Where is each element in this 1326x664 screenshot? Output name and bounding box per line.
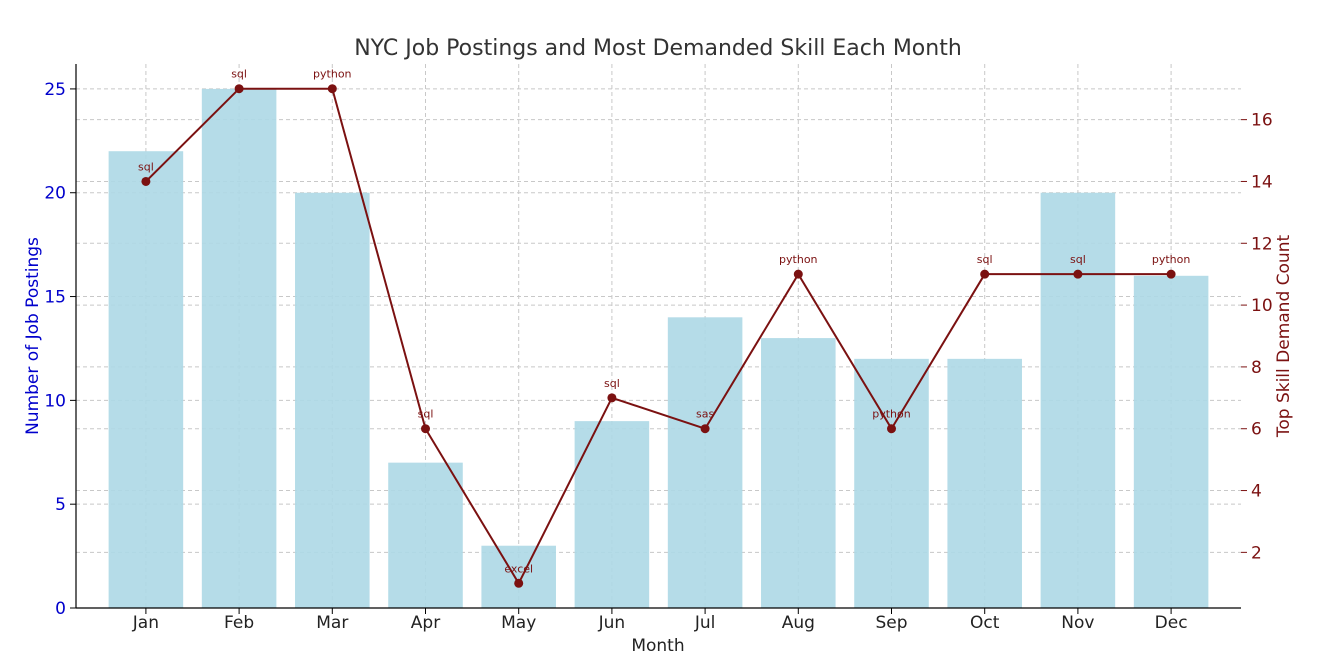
skill-point [607, 393, 617, 403]
bar-series [108, 88, 1209, 609]
skill-point [234, 84, 244, 94]
right-tick-label: 12 [1251, 234, 1273, 254]
bar [108, 151, 184, 608]
skill-point [700, 424, 710, 434]
skill-line [145, 87, 1172, 586]
x-tick-label: Jan [132, 613, 159, 633]
axes: 0 5 10 15 20 25 2 4 6 8 10 12 14 16 Jan Feb Mar Apr May Jun… [44, 64, 1273, 633]
skill-point [1166, 269, 1176, 279]
x-tick-label: Nov [1061, 613, 1094, 633]
bar [761, 338, 836, 608]
right-tick-label: 2 [1251, 543, 1262, 563]
x-tick-label: Sep [875, 613, 907, 633]
bar [854, 358, 929, 608]
skill-label: sql [604, 377, 620, 390]
skill-label: python [872, 408, 911, 421]
bar [1133, 275, 1209, 608]
line-series: sql sql python sql excel sql sas python python sq… [138, 68, 1190, 588]
grid [76, 64, 1241, 609]
skill-point [793, 269, 803, 279]
x-tick-label: Dec [1155, 613, 1188, 633]
right-tick-label: 10 [1251, 296, 1273, 316]
chart-title: NYC Job Postings and Most Demanded Skill… [354, 36, 962, 61]
x-tick-label: Apr [411, 613, 440, 633]
bar [667, 317, 743, 608]
x-tick-label: Mar [316, 613, 348, 633]
skill-point [421, 424, 430, 434]
bar [201, 88, 277, 609]
skill-point [327, 84, 337, 94]
bar [1040, 192, 1116, 608]
x-axis-label: Month [631, 636, 684, 656]
left-tick-label: 25 [44, 80, 66, 100]
x-tick-label: May [501, 613, 536, 633]
skill-label: sql [231, 68, 247, 81]
skill-label: sql [977, 253, 993, 266]
right-tick-label: 4 [1251, 482, 1262, 502]
bar [574, 421, 650, 608]
right-tick-label: 14 [1251, 172, 1273, 192]
x-tick-label: Jul [694, 613, 716, 633]
right-tick-label: 16 [1251, 111, 1273, 131]
skill-label: sas [696, 408, 714, 421]
bar [947, 358, 1022, 608]
skill-label: excel [504, 562, 533, 575]
bar [388, 462, 463, 608]
bar [295, 192, 370, 608]
skill-point [887, 424, 896, 434]
skill-point [514, 578, 524, 588]
left-tick-label: 10 [44, 391, 66, 411]
bar [481, 545, 556, 608]
x-tick-label: Oct [970, 613, 1000, 633]
skill-point [980, 269, 990, 279]
skill-label: python [1152, 253, 1191, 266]
left-tick-label: 5 [55, 495, 66, 515]
x-tick-label: Jun [598, 613, 626, 633]
right-tick-label: 8 [1251, 358, 1262, 378]
left-tick-label: 0 [55, 599, 66, 619]
skill-label: sql [138, 160, 154, 173]
skill-point [141, 176, 151, 186]
left-y-axis-label: Number of Job Postings [23, 237, 43, 435]
skill-label: python [313, 68, 352, 81]
skill-label: python [779, 253, 818, 266]
left-tick-label: 20 [44, 184, 66, 204]
x-tick-label: Aug [782, 613, 815, 633]
skill-label: sql [418, 408, 434, 421]
right-tick-label: 6 [1251, 420, 1262, 440]
x-tick-label: Feb [224, 613, 254, 633]
left-tick-label: 15 [44, 288, 66, 308]
skill-point [1073, 269, 1083, 279]
right-y-axis-label: Top Skill Demand Count [1274, 235, 1294, 439]
skill-label: sql [1070, 253, 1086, 266]
